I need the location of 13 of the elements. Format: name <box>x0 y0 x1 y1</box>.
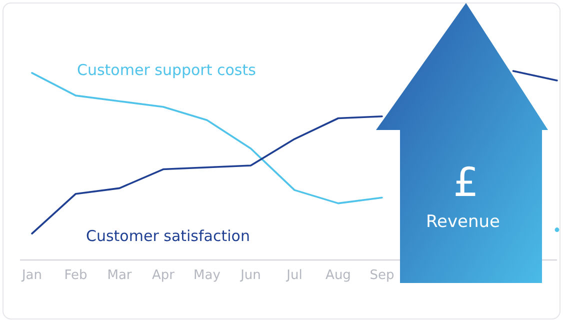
x-tick-label: Jul <box>286 268 302 283</box>
x-tick-label: Jun <box>240 268 261 283</box>
x-tick-label: Aug <box>326 268 351 283</box>
text: Customer satisfaction <box>86 227 250 245</box>
x-tick-label: Jan <box>20 268 42 283</box>
x-tick-label: May <box>194 268 221 283</box>
x-tick-label: Apr <box>152 268 176 283</box>
x-tick-label: Sep <box>370 268 394 283</box>
annotation: £ <box>453 160 479 206</box>
annotation: Revenue <box>426 212 500 232</box>
x-tick-label: Feb <box>64 268 88 283</box>
series-label: Customer support costs <box>77 61 256 79</box>
x-tick-label: Mar <box>107 268 132 283</box>
